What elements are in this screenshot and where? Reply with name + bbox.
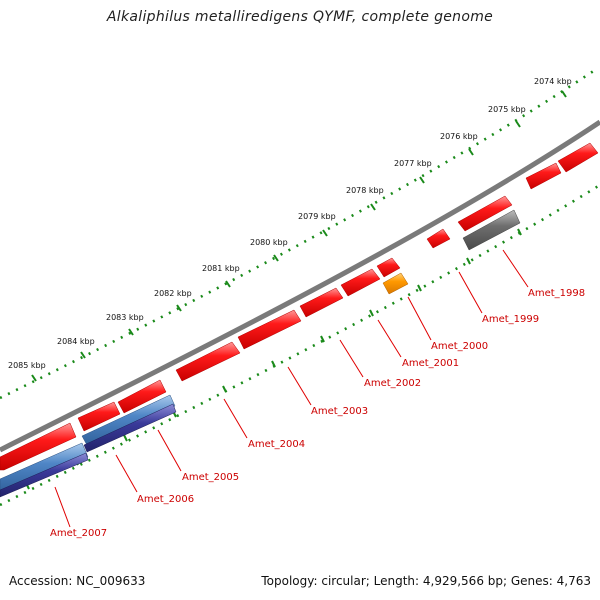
scale-label: 2075 kbp <box>488 105 526 114</box>
scale-label: 2078 kbp <box>346 186 384 195</box>
scale-label: 2082 kbp <box>154 289 192 298</box>
scale-label: 2077 kbp <box>394 159 432 168</box>
gene-cds-arrow[interactable] <box>426 228 451 249</box>
gene-blue-block[interactable] <box>81 394 176 448</box>
gene-label[interactable]: Amet_2006 <box>137 494 194 505</box>
scale-label: 2079 kbp <box>298 212 336 221</box>
gene-label[interactable]: Amet_2003 <box>311 406 368 417</box>
gene-label[interactable]: Amet_1998 <box>528 288 585 299</box>
gene-pseudo-block[interactable] <box>462 209 521 251</box>
gene-label[interactable]: Amet_2007 <box>50 528 107 539</box>
gene-blue-block[interactable] <box>83 403 177 453</box>
reverse-strand-genes <box>0 209 521 498</box>
scale-label: 2084 kbp <box>57 337 95 346</box>
scale-label: 2076 kbp <box>440 132 478 141</box>
gene-cds-arrow[interactable] <box>175 341 241 382</box>
gene-label[interactable]: Amet_2001 <box>402 358 459 369</box>
gene-label[interactable]: Amet_2005 <box>182 472 239 483</box>
gene-label[interactable]: Amet_2000 <box>431 341 488 352</box>
outer-scale-dotted-ring <box>0 66 599 400</box>
scale-label: 2080 kbp <box>250 238 288 247</box>
scale-label: 2074 kbp <box>534 77 572 86</box>
genome-backbone <box>0 119 600 453</box>
genome-title: Alkaliphilus metalliredigens QYMF, compl… <box>106 9 494 25</box>
gene-label[interactable]: Amet_2002 <box>364 378 421 389</box>
scale-label: 2081 kbp <box>202 264 240 273</box>
gene-cds-arrow[interactable] <box>557 142 599 173</box>
gene-rna-block[interactable] <box>382 272 409 295</box>
scale-label: 2083 kbp <box>106 313 144 322</box>
gene-cds-arrow[interactable] <box>117 379 167 414</box>
gene-label[interactable]: Amet_2004 <box>248 439 305 450</box>
gene-labels: Amet_1998 Amet_1999 Amet_2000 Amet_2001 … <box>50 288 585 539</box>
gene-cds-arrow[interactable] <box>340 268 381 297</box>
gene-blue-block[interactable] <box>0 452 89 498</box>
gene-cds-arrow[interactable] <box>299 287 344 318</box>
gene-cds-arrow[interactable] <box>77 401 121 432</box>
forward-strand-genes <box>0 142 599 471</box>
gene-cds-arrow[interactable] <box>237 309 302 350</box>
gene-label-leaders <box>54 249 529 528</box>
gene-cds-arrow[interactable] <box>376 257 401 278</box>
scale-label: 2085 kbp <box>8 361 46 370</box>
gene-cds-arrow[interactable] <box>525 162 562 190</box>
gene-cds-arrow[interactable] <box>457 195 513 232</box>
scale-labels: 2074 kbp 2075 kbp 2076 kbp 2077 kbp 2078… <box>8 77 572 370</box>
genome-summary-text: Topology: circular; Length: 4,929,566 bp… <box>261 574 591 588</box>
outer-scale-major-ticks <box>31 90 567 382</box>
gene-cds-arrow[interactable] <box>0 422 77 471</box>
gene-label[interactable]: Amet_1999 <box>482 314 539 325</box>
accession-text: Accession: NC_009633 <box>9 574 146 588</box>
